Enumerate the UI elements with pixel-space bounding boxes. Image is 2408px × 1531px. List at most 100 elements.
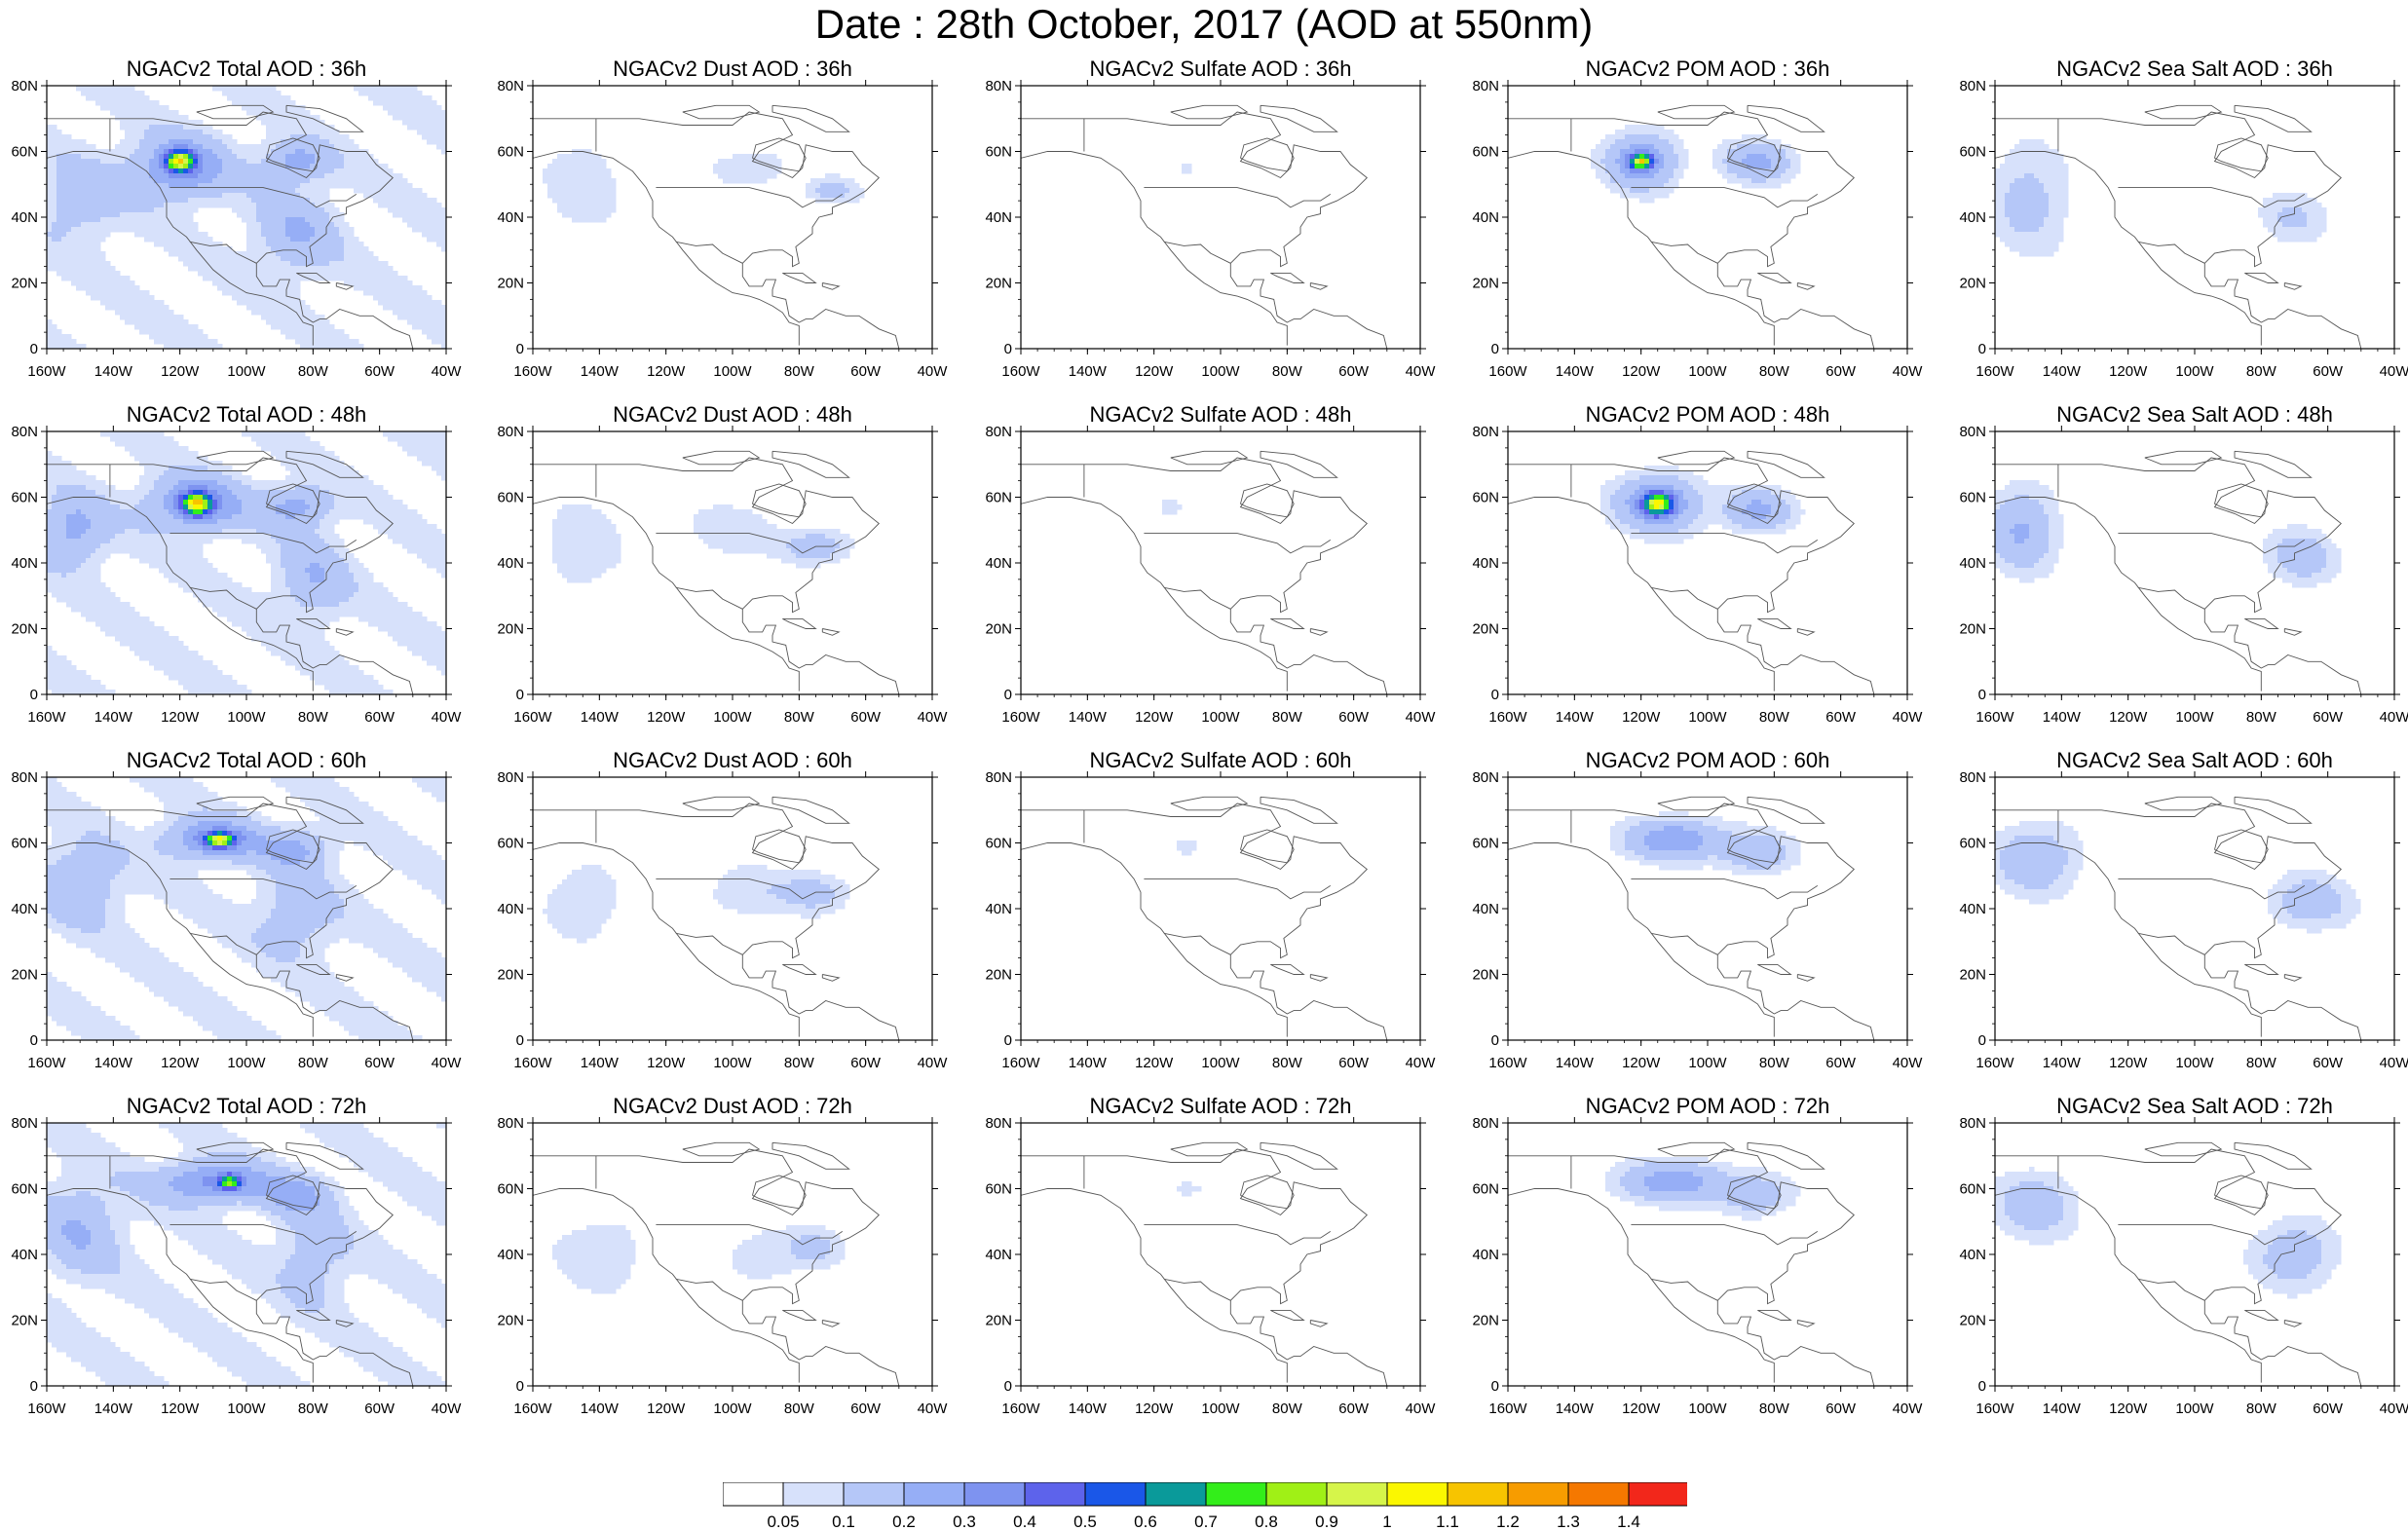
aod-cell xyxy=(344,256,350,262)
aod-cell xyxy=(154,509,160,515)
aod-cell xyxy=(159,431,165,437)
aod-cell xyxy=(596,188,602,194)
aod-cell xyxy=(290,203,296,208)
aod-cell xyxy=(295,198,301,204)
aod-cell xyxy=(276,256,282,262)
aod-cell xyxy=(222,280,228,286)
aod-cell xyxy=(354,266,359,272)
aod-cell xyxy=(100,183,106,189)
aod-cell xyxy=(1596,173,1601,179)
aod-cell xyxy=(105,587,111,593)
aod-cell xyxy=(95,95,101,101)
aod-cell xyxy=(164,660,169,666)
aod-cell xyxy=(271,100,277,106)
aod-cell xyxy=(1674,134,1679,140)
aod-cell xyxy=(144,655,150,661)
aod-cell xyxy=(1727,173,1733,179)
aod-cell xyxy=(2044,222,2050,228)
aod-cell xyxy=(295,261,301,267)
aod-cell xyxy=(1742,164,1748,169)
aod-cell xyxy=(290,256,296,262)
aod-cell xyxy=(300,144,306,150)
aod-cell xyxy=(100,529,106,535)
aod-cell xyxy=(164,344,169,349)
aod-cell xyxy=(723,164,729,169)
aod-cell xyxy=(757,164,763,169)
aod-cell xyxy=(2039,154,2045,160)
aod-cell xyxy=(1644,178,1650,184)
aod-cell xyxy=(281,164,286,169)
aod-cell xyxy=(266,222,272,228)
aod-cell xyxy=(310,139,316,145)
aod-cell xyxy=(212,168,218,174)
aod-cell xyxy=(422,232,428,238)
aod-cell xyxy=(105,534,111,540)
aod-cell xyxy=(222,271,228,277)
aod-cell xyxy=(242,100,247,106)
aod-cell xyxy=(159,543,165,549)
aod-cell xyxy=(139,139,145,145)
aod-cell xyxy=(120,300,126,306)
aod-cell xyxy=(1995,198,2001,204)
aod-cell xyxy=(91,573,96,579)
y-tick-label: 20N xyxy=(985,276,1012,292)
aod-cell xyxy=(188,246,194,252)
aod-cell xyxy=(56,198,62,204)
aod-cell xyxy=(76,578,82,583)
aod-cell xyxy=(427,139,433,145)
aod-cell xyxy=(91,242,96,247)
aod-cell xyxy=(1669,178,1674,184)
aod-cell xyxy=(115,164,121,169)
aod-cell xyxy=(2019,139,2025,145)
aod-cell xyxy=(164,144,169,150)
aod-cell xyxy=(139,646,145,652)
aod-cell xyxy=(2316,217,2322,223)
aod-cell xyxy=(1727,164,1733,169)
aod-cell xyxy=(407,295,413,301)
aod-cell xyxy=(2024,183,2030,189)
aod-cell xyxy=(266,139,272,145)
aod-cell xyxy=(266,149,272,155)
aod-cell xyxy=(552,168,558,174)
aod-cell xyxy=(432,203,437,208)
aod-cell xyxy=(407,207,413,213)
aod-cell xyxy=(207,339,213,345)
aod-cell xyxy=(144,461,150,467)
aod-cell xyxy=(334,261,340,267)
aod-cell xyxy=(2014,242,2020,247)
aod-cell xyxy=(61,212,67,218)
aod-cell xyxy=(276,95,282,101)
aod-cell xyxy=(276,217,282,223)
aod-cell xyxy=(1674,168,1679,174)
aod-cell xyxy=(100,207,106,213)
aod-cell xyxy=(256,100,262,106)
aod-cell xyxy=(110,485,116,491)
aod-cell xyxy=(552,193,558,199)
aod-cell xyxy=(76,173,82,179)
aod-cell xyxy=(242,261,247,267)
aod-cell xyxy=(56,514,62,520)
aod-cell xyxy=(95,188,101,194)
aod-cell xyxy=(2063,212,2069,218)
aod-cell xyxy=(295,329,301,335)
aod-cell xyxy=(1722,173,1728,179)
aod-cell xyxy=(66,675,72,681)
aod-cell xyxy=(159,446,165,452)
aod-cell xyxy=(378,164,384,169)
aod-cell xyxy=(320,344,325,349)
aod-cell xyxy=(329,251,335,257)
coastline xyxy=(266,137,320,172)
aod-cell xyxy=(547,183,553,189)
aod-cell xyxy=(276,271,282,277)
aod-cell xyxy=(217,149,223,155)
aod-cell xyxy=(227,149,233,155)
aod-cell xyxy=(66,568,72,574)
aod-cell xyxy=(762,168,768,174)
aod-cell xyxy=(178,149,184,155)
aod-cell xyxy=(1644,188,1650,194)
aod-cell xyxy=(271,227,277,233)
aod-cell xyxy=(261,164,267,169)
aod-cell xyxy=(81,490,87,496)
aod-cell xyxy=(344,344,350,349)
aod-cell xyxy=(1756,178,1762,184)
